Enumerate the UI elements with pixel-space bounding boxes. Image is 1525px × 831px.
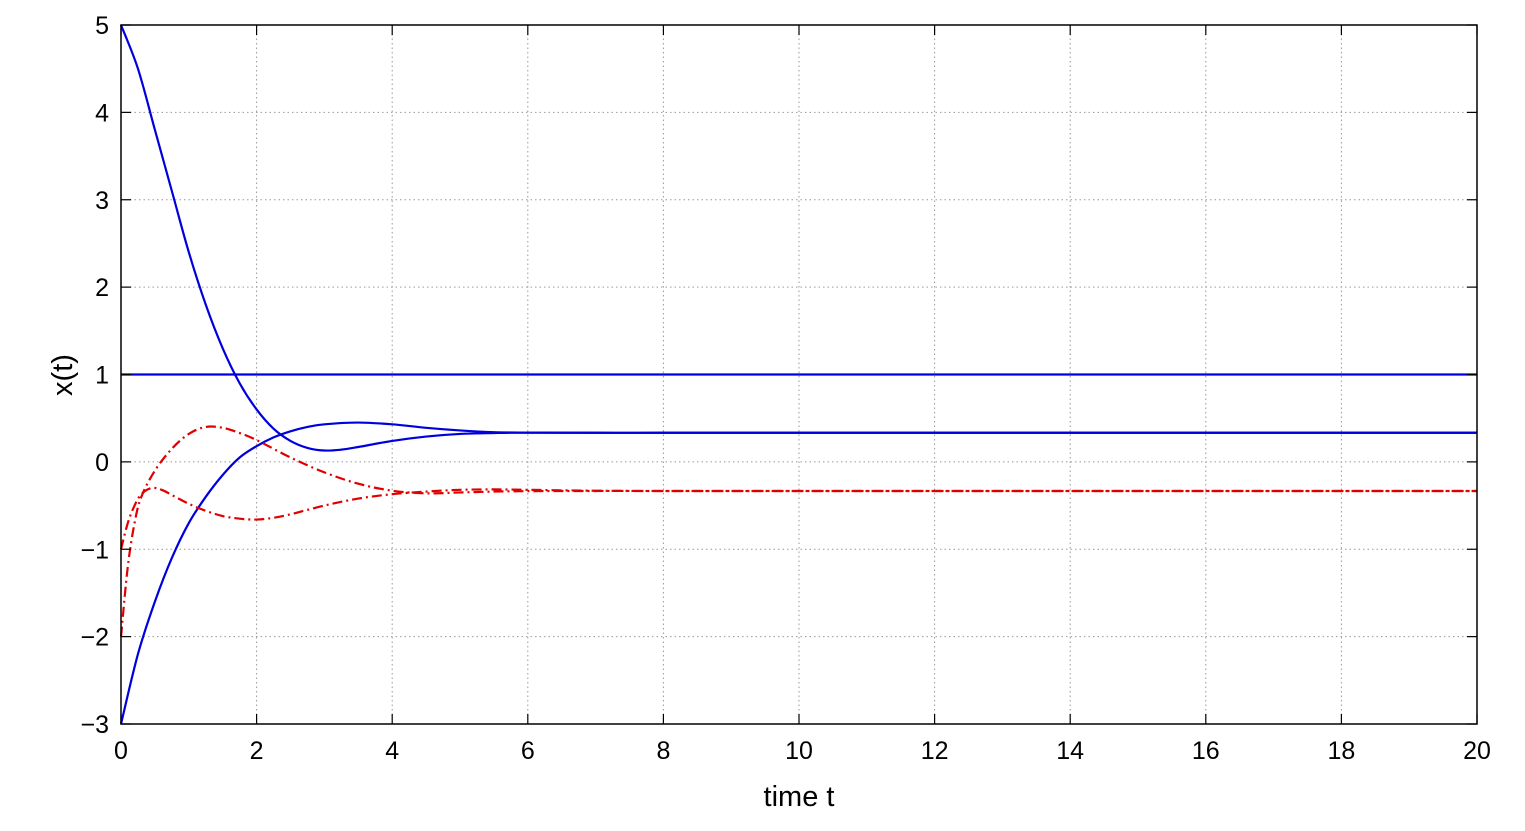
x-tick-label: 2	[250, 737, 264, 765]
x-tick-label: 0	[114, 737, 128, 765]
series-layer	[119, 24, 1477, 725]
x-axis-label: time t	[764, 781, 835, 813]
x-tick-label: 4	[385, 737, 399, 765]
red-dashdot-trajectory-5	[119, 486, 1477, 550]
y-tick-label: 4	[95, 99, 109, 127]
x-tick-label: 10	[785, 737, 813, 765]
y-tick-label: −3	[80, 711, 109, 739]
x-tick-label: 8	[656, 737, 670, 765]
x-tick-label: 6	[521, 737, 535, 765]
x-tick-label: 20	[1463, 737, 1491, 765]
y-tick-label: 2	[95, 274, 109, 302]
x-tick-label: 18	[1327, 737, 1355, 765]
blue-solid-trajectory-3	[119, 421, 1477, 725]
y-tick-label: 0	[95, 449, 109, 477]
y-tick-label: 1	[95, 362, 109, 390]
y-tick-label: −1	[80, 536, 109, 564]
y-tick-label: 5	[95, 12, 109, 40]
y-tick-label: −2	[80, 624, 109, 652]
y-tick-label: 3	[95, 187, 109, 215]
x-tick-label: 14	[1056, 737, 1084, 765]
y-axis-label: x(t)	[47, 354, 79, 396]
tick-marks	[120, 24, 1478, 725]
x-tick-label: 16	[1192, 737, 1220, 765]
x-tick-label: 12	[921, 737, 949, 765]
